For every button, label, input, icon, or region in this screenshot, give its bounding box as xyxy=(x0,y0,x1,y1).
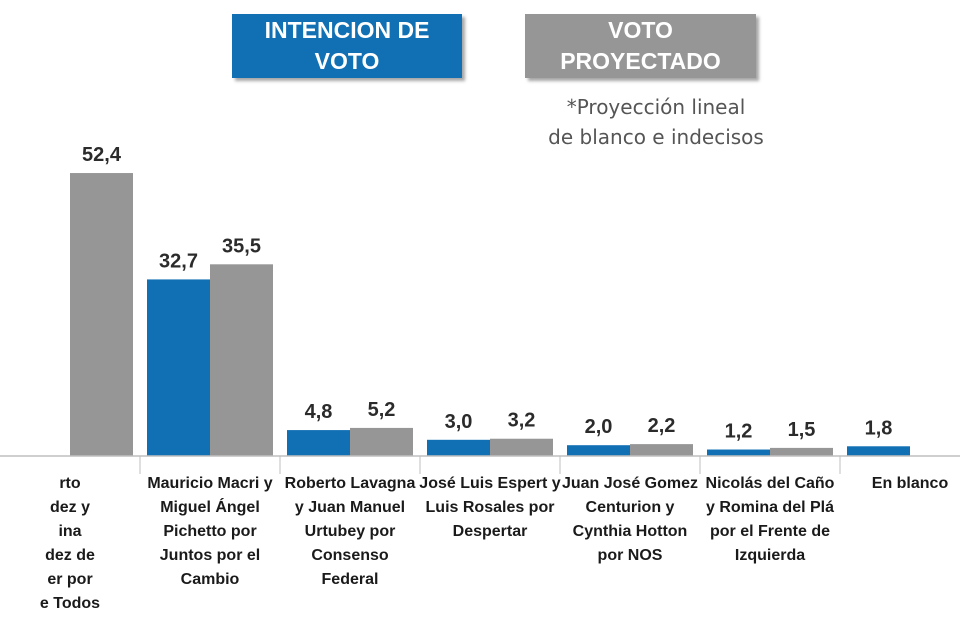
legend-intencion-label: INTENCION DE VOTO xyxy=(264,17,430,74)
category-label-5: Nicolás del Caño y Romina del Plá por el F… xyxy=(706,475,835,564)
bar-proyectado-1 xyxy=(210,264,273,456)
value-label-proyectado-0: 52,4 xyxy=(82,144,122,166)
category-label-3: José Luis Espert y Luis Rosales por Desper… xyxy=(419,475,560,540)
value-label-proyectado-3: 3,2 xyxy=(508,410,536,432)
value-label-proyectado-4: 2,2 xyxy=(648,415,676,437)
legend-proyectado-label: VOTO PROYECTADO xyxy=(560,17,721,74)
value-label-proyectado-5: 1,5 xyxy=(788,419,816,441)
value-label-intencion-1: 32,7 xyxy=(159,250,198,272)
bar-intencion-6 xyxy=(847,446,910,456)
value-label-intencion-4: 2,0 xyxy=(585,416,613,438)
bar-proyectado-3 xyxy=(490,438,553,456)
legend-intencion-de-voto: INTENCION DE VOTO xyxy=(232,14,462,78)
bar-intencion-5 xyxy=(707,449,770,456)
value-label-proyectado-2: 5,2 xyxy=(368,399,396,421)
category-label-4: Juan José Gomez Centurion y Cynthia Hotton… xyxy=(562,475,698,564)
category-label-2: Roberto Lavagna y Juan Manuel Urtubey por C… xyxy=(285,475,416,588)
bar-proyectado-4 xyxy=(630,444,693,456)
value-label-intencion-3: 3,0 xyxy=(445,411,473,433)
category-label-0: rto dez y ina dez de er por e Todos xyxy=(40,475,100,612)
value-label-proyectado-1: 35,5 xyxy=(222,235,261,257)
bar-proyectado-2 xyxy=(350,427,413,456)
bar-proyectado-0 xyxy=(70,173,133,457)
category-label-6: En blanco xyxy=(872,475,949,492)
bar-intencion-4 xyxy=(567,445,630,456)
legend-voto-proyectado: VOTO PROYECTADO xyxy=(525,14,756,78)
bar-intencion-1 xyxy=(147,279,210,456)
value-label-intencion-5: 1,2 xyxy=(725,421,753,443)
bar-proyectado-5 xyxy=(770,447,833,456)
bar-intencion-2 xyxy=(287,430,350,456)
projection-note: *Proyección lineal de blanco e indecisos xyxy=(548,95,764,149)
category-label-1: Mauricio Macri y Miguel Ángel Pichetto por… xyxy=(147,475,272,588)
bar-intencion-3 xyxy=(427,439,490,456)
value-label-intencion-6: 1,8 xyxy=(865,417,893,439)
value-label-intencion-2: 4,8 xyxy=(305,401,333,423)
